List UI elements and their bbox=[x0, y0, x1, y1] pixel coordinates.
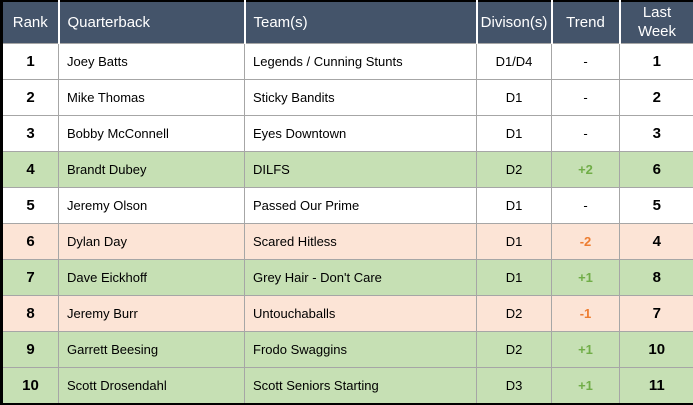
cell-quarterback: Mike Thomas bbox=[58, 78, 245, 116]
cell-last-week: 11 bbox=[619, 367, 693, 405]
cell-trend: +1 bbox=[551, 367, 620, 405]
cell-teams: Untouchaballs bbox=[244, 295, 477, 333]
cell-teams: Legends / Cunning Stunts bbox=[244, 42, 477, 80]
cell-rank: 2 bbox=[1, 78, 59, 116]
cell-quarterback: Scott Drosendahl bbox=[58, 367, 245, 405]
cell-quarterback: Joey Batts bbox=[58, 42, 245, 80]
cell-trend: - bbox=[551, 114, 620, 152]
column-header-divisions: Divison(s) bbox=[475, 1, 552, 44]
table-row: 2 Mike Thomas Sticky Bandits D1 - 2 bbox=[1, 78, 693, 116]
cell-last-week: 5 bbox=[619, 186, 693, 224]
table-row: 8 Jeremy Burr Untouchaballs D2 -1 7 bbox=[1, 295, 693, 333]
table-row: 9 Garrett Beesing Frodo Swaggins D2 +1 1… bbox=[1, 331, 693, 369]
table-row: 4 Brandt Dubey DILFS D2 +2 6 bbox=[1, 150, 693, 188]
cell-teams: Scared Hitless bbox=[244, 222, 477, 261]
cell-quarterback: Jeremy Burr bbox=[58, 295, 245, 333]
cell-divisions: D2 bbox=[476, 150, 552, 188]
cell-rank: 7 bbox=[1, 259, 59, 297]
cell-divisions: D1 bbox=[476, 78, 552, 116]
cell-last-week: 4 bbox=[619, 222, 693, 261]
cell-last-week: 6 bbox=[619, 150, 693, 188]
cell-rank: 4 bbox=[1, 150, 59, 188]
cell-teams: Grey Hair - Don't Care bbox=[244, 259, 477, 297]
cell-last-week: 2 bbox=[619, 78, 693, 116]
column-header-quarterback: Quarterback bbox=[57, 1, 245, 44]
cell-divisions: D1/D4 bbox=[476, 42, 552, 80]
column-header-rank: Rank bbox=[1, 1, 59, 44]
cell-last-week: 1 bbox=[619, 42, 693, 80]
cell-rank: 1 bbox=[1, 42, 59, 80]
cell-quarterback: Dylan Day bbox=[58, 222, 245, 261]
cell-trend: +2 bbox=[551, 150, 620, 188]
cell-divisions: D3 bbox=[476, 367, 552, 405]
cell-quarterback: Brandt Dubey bbox=[58, 150, 245, 188]
cell-divisions: D2 bbox=[476, 331, 552, 369]
column-header-last-week: Last Week bbox=[618, 1, 693, 44]
cell-rank: 10 bbox=[1, 367, 59, 405]
cell-rank: 3 bbox=[1, 114, 59, 152]
table-row: 1 Joey Batts Legends / Cunning Stunts D1… bbox=[1, 42, 693, 80]
cell-divisions: D1 bbox=[476, 114, 552, 152]
cell-rank: 6 bbox=[1, 222, 59, 261]
cell-last-week: 3 bbox=[619, 114, 693, 152]
last-week-header-label: Last Week bbox=[637, 3, 677, 41]
cell-divisions: D1 bbox=[476, 259, 552, 297]
cell-last-week: 7 bbox=[619, 295, 693, 333]
cell-last-week: 10 bbox=[619, 331, 693, 369]
cell-last-week: 8 bbox=[619, 259, 693, 297]
column-header-trend: Trend bbox=[550, 1, 620, 44]
table-row: 3 Bobby McConnell Eyes Downtown D1 - 3 bbox=[1, 114, 693, 152]
table-row: 10 Scott Drosendahl Scott Seniors Starti… bbox=[1, 367, 693, 405]
cell-trend: - bbox=[551, 42, 620, 80]
cell-teams: Eyes Downtown bbox=[244, 114, 477, 152]
table-row: 6 Dylan Day Scared Hitless D1 -2 4 bbox=[1, 222, 693, 261]
table-body: 1 Joey Batts Legends / Cunning Stunts D1… bbox=[1, 42, 693, 405]
table-row: 5 Jeremy Olson Passed Our Prime D1 - 5 bbox=[1, 186, 693, 224]
cell-divisions: D1 bbox=[476, 222, 552, 261]
cell-trend: +1 bbox=[551, 259, 620, 297]
cell-teams: DILFS bbox=[244, 150, 477, 188]
cell-trend: -1 bbox=[551, 295, 620, 333]
cell-trend: -2 bbox=[551, 222, 620, 261]
cell-divisions: D2 bbox=[476, 295, 552, 333]
cell-teams: Sticky Bandits bbox=[244, 78, 477, 116]
cell-teams: Passed Our Prime bbox=[244, 186, 477, 224]
cell-trend: - bbox=[551, 78, 620, 116]
cell-quarterback: Garrett Beesing bbox=[58, 331, 245, 369]
cell-teams: Frodo Swaggins bbox=[244, 331, 477, 369]
cell-rank: 5 bbox=[1, 186, 59, 224]
cell-quarterback: Jeremy Olson bbox=[58, 186, 245, 224]
cell-teams: Scott Seniors Starting bbox=[244, 367, 477, 405]
cell-rank: 8 bbox=[1, 295, 59, 333]
column-header-teams: Team(s) bbox=[243, 1, 477, 44]
cell-divisions: D1 bbox=[476, 186, 552, 224]
cell-quarterback: Bobby McConnell bbox=[58, 114, 245, 152]
cell-quarterback: Dave Eickhoff bbox=[58, 259, 245, 297]
cell-rank: 9 bbox=[1, 331, 59, 369]
header-row: Rank Quarterback Team(s) Divison(s) Tren… bbox=[1, 1, 693, 44]
cell-trend: +1 bbox=[551, 331, 620, 369]
cell-trend: - bbox=[551, 186, 620, 224]
table-row: 7 Dave Eickhoff Grey Hair - Don't Care D… bbox=[1, 259, 693, 297]
